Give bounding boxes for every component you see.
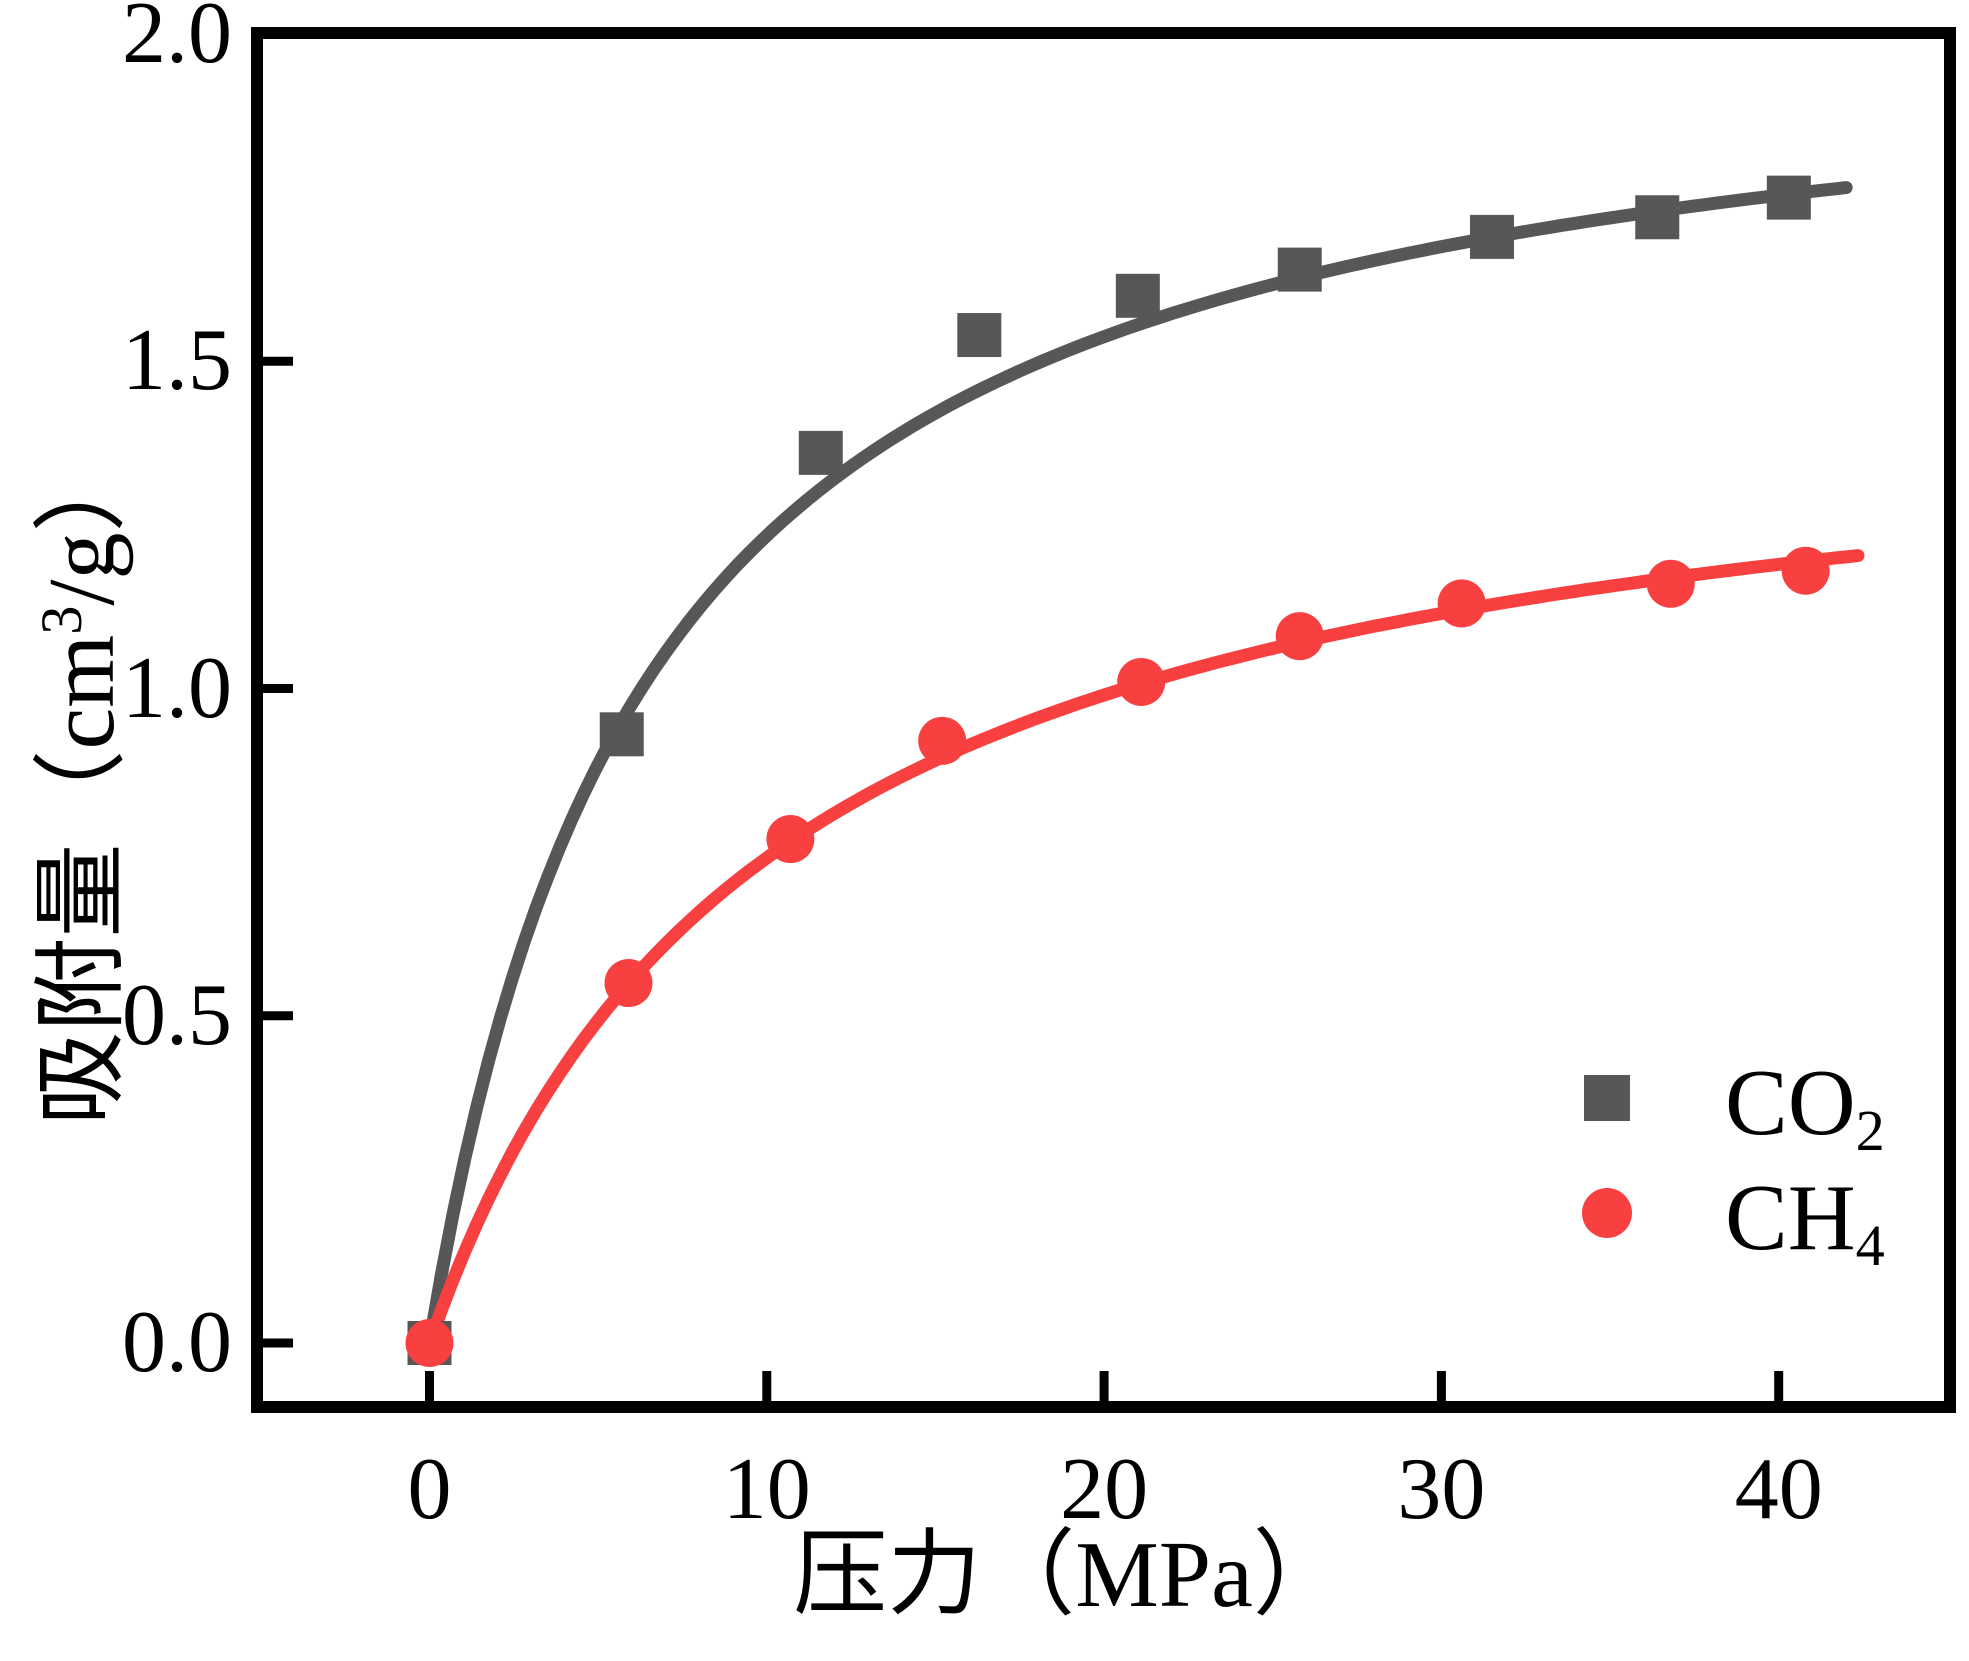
- legend-label-co2-main: CO: [1725, 1051, 1856, 1155]
- co2-data-marker: [798, 430, 843, 475]
- legend-label-co2-subscript: 2: [1855, 1098, 1885, 1164]
- ch4-data-marker: [918, 716, 967, 765]
- legend-label-ch4-subscript: 4: [1855, 1213, 1885, 1279]
- y-axis-title-text: 吸附量（cm: [30, 634, 134, 1126]
- y-axis-title: 吸附量（cm3/g）: [27, 438, 149, 1125]
- y-tick-label-0.5: 0.5: [122, 966, 232, 1064]
- ch4-data-marker: [1437, 579, 1486, 628]
- x-tick-label-40: 40: [1734, 1441, 1823, 1538]
- co2-data-marker: [1469, 214, 1514, 259]
- y-axis-title-superscript: 3: [28, 605, 94, 635]
- plot-frame: [251, 27, 1956, 1413]
- x-tick-label-0: 0: [407, 1441, 452, 1538]
- legend-label-ch4: CH4: [1725, 1163, 1885, 1285]
- ch4-data-marker: [766, 815, 815, 864]
- co2-data-marker: [1115, 273, 1160, 318]
- y-tick-label-1.5: 1.5: [122, 312, 232, 410]
- ch4-data-marker: [1781, 546, 1830, 595]
- co2-data-marker: [599, 712, 644, 757]
- ch4-data-marker: [604, 959, 653, 1008]
- ch4-data-marker: [405, 1319, 454, 1367]
- y-tick-label-2.0: 2.0: [122, 0, 232, 82]
- legend-ch4-circle-marker: [1582, 1188, 1632, 1238]
- ch4-data-marker: [1646, 559, 1695, 608]
- co2-data-marker: [957, 313, 1002, 358]
- x-tick-label-30: 30: [1397, 1441, 1486, 1538]
- legend-label-ch4-main: CH: [1725, 1166, 1856, 1270]
- x-tick-label-10: 10: [722, 1441, 811, 1538]
- x-tick-label-20: 20: [1060, 1441, 1149, 1538]
- legend-label-co2: CO2: [1725, 1048, 1885, 1170]
- y-tick-label-0.0: 0.0: [122, 1294, 232, 1391]
- y-axis-title-unit: /g）: [30, 438, 134, 606]
- co2-data-marker: [1277, 247, 1322, 292]
- legend-co2-square-marker: [1584, 1075, 1630, 1121]
- ch4-data-marker: [1117, 657, 1166, 706]
- ch4-data-marker: [1275, 612, 1324, 661]
- co2-fit-curve: [423, 181, 1853, 1350]
- y-tick-label-1.0: 1.0: [122, 639, 232, 737]
- co2-data-marker: [1635, 195, 1680, 240]
- x-axis-title: 压力（MPa）: [793, 1523, 1347, 1627]
- co2-data-marker: [1766, 175, 1811, 220]
